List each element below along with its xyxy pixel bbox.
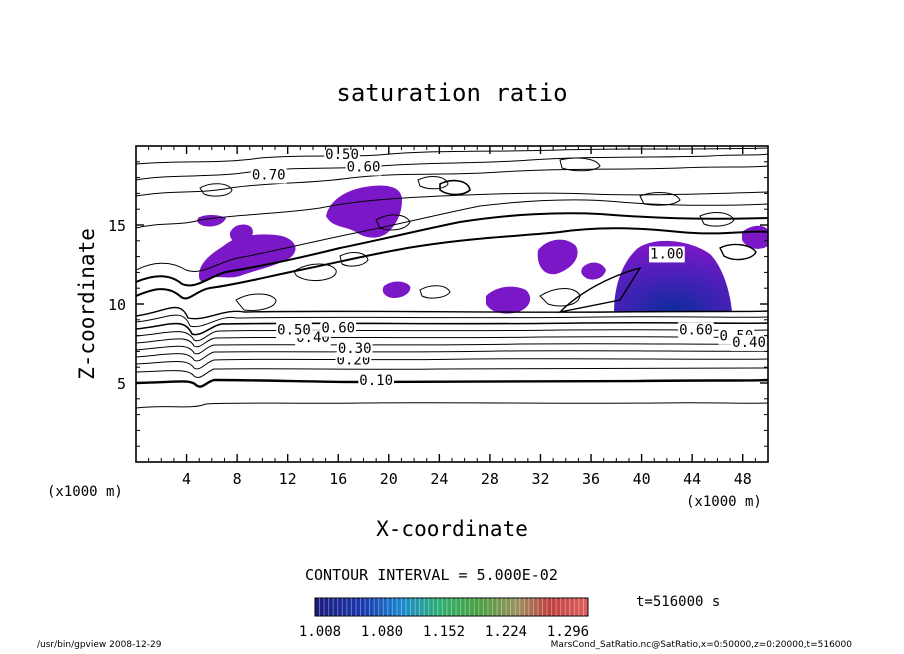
- chart-title: saturation ratio: [336, 79, 567, 107]
- contour-line: [136, 321, 768, 336]
- colorbar-ticks: 1.008 1.080 1.152 1.224 1.296: [299, 624, 589, 640]
- contour-line: [417, 176, 449, 190]
- contour-label: 0.30: [338, 341, 372, 357]
- contour-line: [375, 214, 411, 231]
- y-axis: 5 10 15: [108, 161, 768, 447]
- colorbar-tick-label: 1.080: [361, 624, 403, 640]
- contour-line: [339, 252, 369, 267]
- contour-label: 0.50: [325, 147, 359, 163]
- contour-label: 1.00: [650, 246, 684, 262]
- contour-label: 0.40: [732, 335, 766, 351]
- contour-line: [699, 212, 735, 227]
- contour-label-bg: [336, 341, 373, 358]
- contour-label-bg: [320, 320, 357, 337]
- contour-line: [235, 293, 277, 311]
- contour-line: [136, 153, 768, 181]
- shaded-region: [198, 234, 296, 282]
- y-tick-label: 10: [108, 296, 126, 314]
- shaded-regions: [197, 185, 768, 314]
- shaded-region: [326, 185, 402, 238]
- colorbar-tick-label: 1.296: [547, 624, 589, 640]
- shaded-region: [614, 240, 732, 312]
- x-tick-label: 20: [380, 470, 398, 488]
- contour-line: [136, 402, 768, 409]
- contour-line: [419, 285, 451, 299]
- footer-right: MarsCond_SatRatio.nc@SatRatio,x=0:50000,…: [550, 640, 852, 650]
- contour-line: [136, 227, 768, 300]
- x-tick-label: 16: [329, 470, 347, 488]
- shaded-region: [486, 286, 531, 314]
- contour-label: 0.60: [321, 321, 355, 337]
- contour-interval-label: CONTOUR INTERVAL = 5.000E-02: [305, 566, 558, 584]
- footer-left: /usr/bin/gpview 2008-12-29: [37, 640, 162, 650]
- x-tick-label: 8: [233, 470, 242, 488]
- contour-line: [639, 192, 681, 206]
- x-tick-label: 44: [683, 470, 701, 488]
- contour-line: [557, 266, 642, 314]
- contour-line: [539, 288, 581, 307]
- colorbar: [314, 597, 589, 617]
- y-axis-title: Z-coordinate: [75, 228, 99, 380]
- x-tick-label: 48: [734, 470, 752, 488]
- contour-label: 0.10: [359, 373, 393, 389]
- y-tick-label: 5: [117, 375, 126, 393]
- contour-label-bg: [358, 372, 395, 389]
- contour-label-bg: [731, 334, 767, 351]
- colorbar-tick-label: 1.008: [299, 624, 341, 640]
- x-unit-label-right: (x1000 m): [686, 494, 762, 510]
- x-tick-label: 40: [633, 470, 651, 488]
- x-tick-label: 36: [582, 470, 600, 488]
- y-tick-label: 15: [108, 217, 126, 235]
- contour-line: [136, 367, 768, 378]
- colorbar-tick-label: 1.224: [485, 624, 527, 640]
- contour-label-bg: [345, 159, 382, 176]
- contour-line: [136, 336, 768, 348]
- contour-line: [719, 243, 757, 261]
- x-tick-label: 4: [182, 470, 191, 488]
- x-tick-label: 28: [481, 470, 499, 488]
- contour-line: [136, 329, 768, 342]
- contour-label-bg: [649, 246, 685, 263]
- shaded-region: [581, 262, 606, 280]
- x-tick-label: 24: [430, 470, 448, 488]
- contour-line: [559, 157, 601, 172]
- contour-label-bg: [276, 322, 312, 339]
- contour-label: 0.70: [252, 167, 286, 183]
- contour-line: [136, 212, 768, 287]
- contour-line: [136, 147, 768, 165]
- contour-label-bg: [250, 167, 287, 184]
- x-tick-label: 12: [279, 470, 297, 488]
- contour-line: [136, 306, 768, 320]
- contour-label: 0.60: [347, 160, 381, 176]
- x-axis-title: X-coordinate: [376, 517, 528, 541]
- contour-line: [294, 263, 337, 281]
- shaded-region: [229, 224, 253, 244]
- contour-line: [136, 378, 768, 388]
- contour-line: [439, 179, 471, 196]
- shaded-region: [382, 281, 411, 298]
- shaded-region: [537, 239, 578, 275]
- contour-line: [136, 191, 768, 229]
- contour-line: [136, 358, 768, 370]
- time-label: t=516000 s: [636, 594, 721, 610]
- contour-line: [199, 183, 233, 197]
- contour-label-bg: [324, 146, 360, 163]
- shaded-region: [197, 215, 226, 227]
- contour-line: [136, 350, 768, 362]
- contour-label-bg: [678, 322, 714, 339]
- x-tick-label: 32: [531, 470, 549, 488]
- contour-label: 0.50: [277, 322, 311, 338]
- x-unit-label-left: (x1000 m): [47, 484, 123, 500]
- contour-line: [136, 199, 768, 272]
- contour-line: [136, 314, 768, 328]
- contour-label: 0.60: [679, 322, 713, 338]
- colorbar-tick-label: 1.152: [423, 624, 465, 640]
- x-axis: 4 8 12 16 20 24 28 32 36 40 44 48: [148, 146, 756, 488]
- colorbar-stripes: [319, 598, 584, 616]
